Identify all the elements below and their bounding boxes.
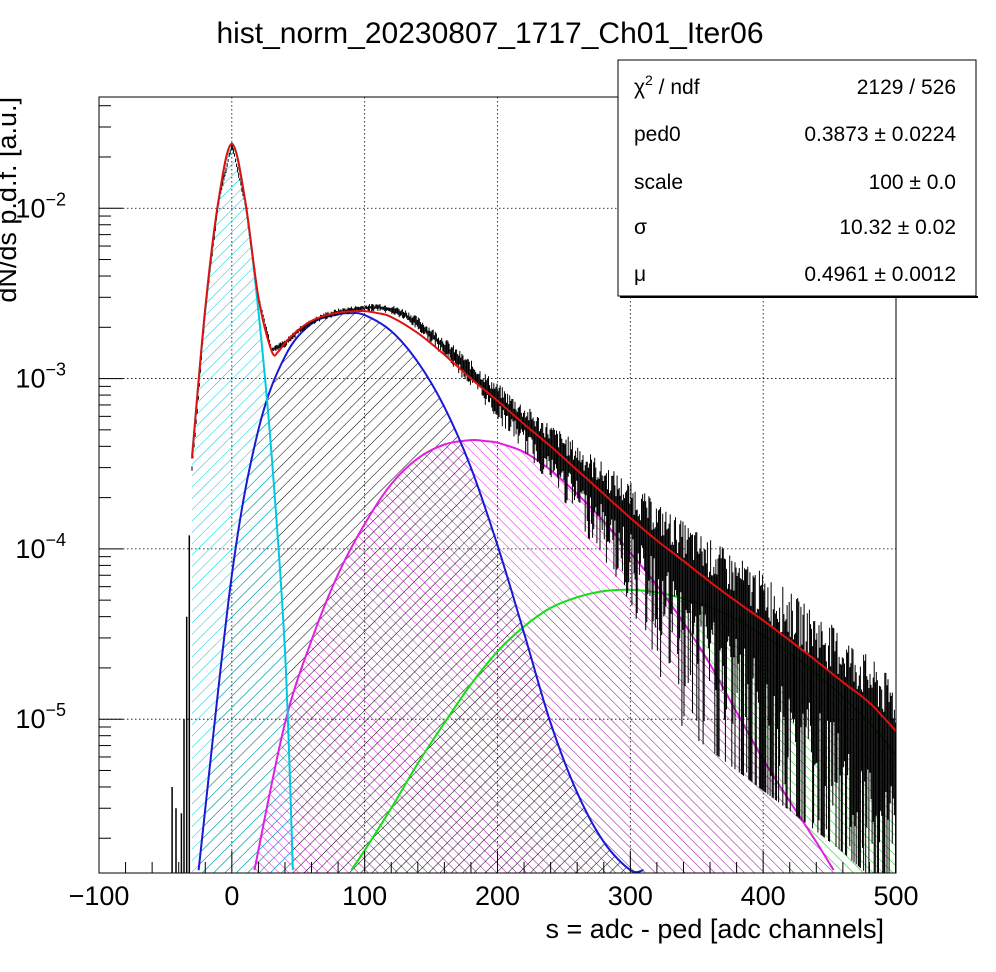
x-tick-label: −100: [69, 881, 130, 911]
x-tick-label: 400: [741, 881, 786, 911]
x-tick-label: 300: [608, 881, 653, 911]
total-fit-curve: [191, 143, 896, 732]
curves: [171, 142, 896, 873]
stats-row-value: 2129 / 526: [857, 76, 956, 99]
x-axis: −100 0 100 200 300 400 500: [69, 851, 919, 911]
stats-row-label: μ: [634, 263, 646, 286]
y-tick-label: 10−2: [15, 189, 66, 223]
stats-row-label: scale: [634, 171, 683, 194]
stats-row-label: σ: [634, 216, 647, 239]
y-tick-label: 10−5: [15, 700, 66, 734]
stats-row-label: ped0: [634, 123, 681, 146]
stats-row-value: 0.3873 ± 0.0224: [804, 123, 956, 146]
stats-row-value: 10.32 ± 0.02: [839, 216, 956, 239]
stats-shadow: [620, 296, 978, 298]
y-axis-label: dN/ds p.d.f. [a.u.]: [0, 97, 22, 303]
y-tick-label: 10−3: [15, 360, 66, 394]
stats-box: χ2 / ndf 2129 / 526 ped0 0.3873 ± 0.0224 sca…: [617, 59, 978, 298]
x-axis-label: s = adc - ped [adc channels]: [546, 914, 884, 944]
stats-row-value: 0.4961 ± 0.0012: [804, 263, 956, 286]
chart-title: hist_norm_20230807_1717_Ch01_Iter06: [216, 17, 763, 50]
1-pe-curve: [197, 312, 644, 873]
2-pe-curve: [253, 438, 835, 871]
stats-frame: [617, 59, 977, 297]
stats-row-label: χ2 / ndf: [634, 72, 700, 99]
x-tick-label: 0: [224, 881, 239, 911]
fill-areas: [192, 143, 896, 873]
x-tick-label: 100: [342, 881, 387, 911]
y-tick-label: 10−4: [15, 530, 66, 564]
x-tick-label: 200: [475, 881, 520, 911]
stats-row-value: 100 ± 0.0: [869, 171, 956, 194]
y-axis: 10−5 10−4 10−3 10−2: [15, 105, 123, 839]
1-pe-fill: [198, 313, 644, 873]
x-tick-label: 500: [873, 881, 918, 911]
